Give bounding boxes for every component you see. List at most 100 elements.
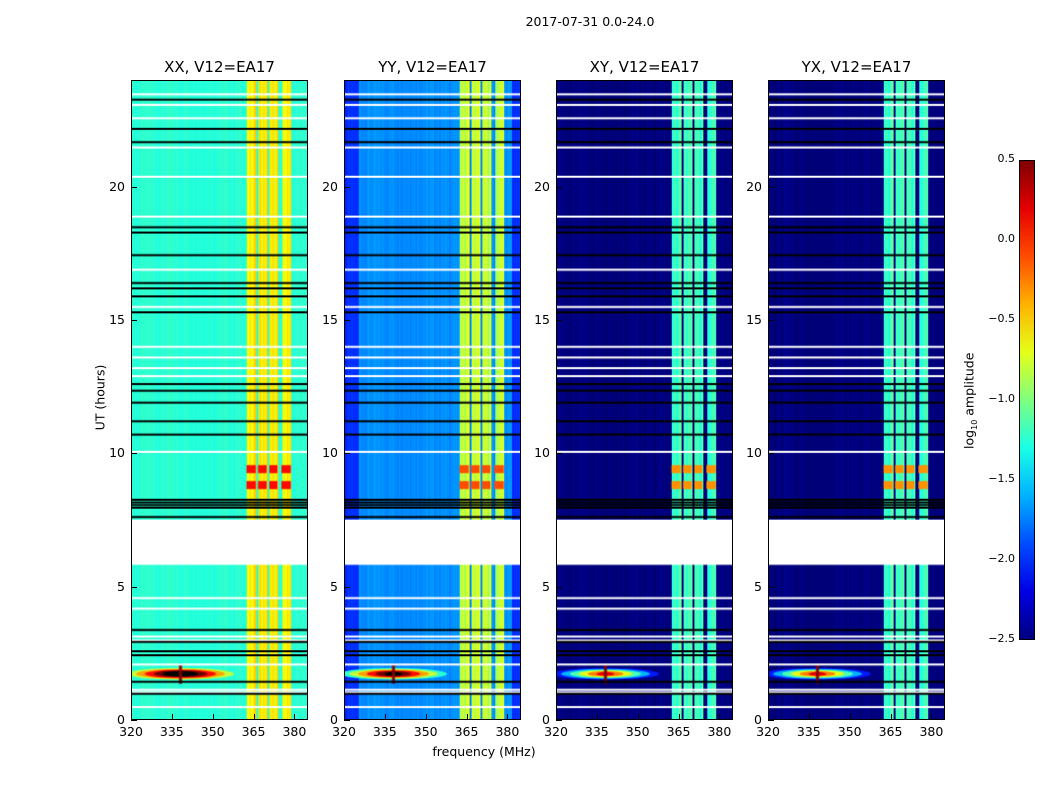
y-tick-label: 5 [754,578,762,594]
x-tick-label: 320 [332,724,356,739]
y-tick-mark [768,453,774,455]
x-tick-mark [253,714,255,720]
x-tick-label: 365 [878,724,903,739]
colorbar-tick-label: −2.5 [988,632,1015,645]
heatmap-xy [556,80,733,720]
x-tick-mark [384,714,386,720]
x-tick-label: 335 [372,724,397,739]
y-tick-label: 0 [330,712,338,727]
x-tick-mark [425,714,427,720]
y-tick-label: 5 [117,578,125,594]
y-tick-label: 15 [534,312,550,327]
y-tick-label: 10 [322,445,338,461]
y-tick-mark [344,453,350,455]
y-tick-label: 0 [117,712,125,727]
x-tick-mark [556,714,557,720]
y-tick-label: 0 [542,712,550,727]
x-tick-mark [890,714,892,720]
x-tick-label: 320 [119,724,143,739]
x-tick-label: 380 [707,724,732,739]
panel-title-yy: YY, V12=EA17 [378,58,487,76]
x-tick-mark [212,714,214,720]
x-tick-mark [637,714,639,720]
x-tick-label: 320 [756,724,780,739]
y-tick-label: 10 [109,445,125,461]
colorbar-tick-label: −0.5 [988,312,1015,325]
x-tick-label: 365 [454,724,479,739]
x-tick-mark [931,714,933,720]
x-tick-label: 365 [241,724,266,739]
x-tick-mark [719,714,721,720]
y-tick-mark [768,586,774,588]
heatmap-yx [768,80,945,720]
y-tick-mark [768,720,774,721]
x-tick-label: 350 [200,724,225,739]
y-tick-mark [768,186,774,188]
y-tick-label: 20 [109,178,125,194]
x-tick-label: 350 [413,724,438,739]
y-tick-label: 5 [542,578,550,594]
y-tick-label: 5 [330,578,338,594]
colorbar-tick-label: 0.0 [997,232,1016,245]
x-tick-label: 365 [666,724,691,739]
x-tick-mark [596,714,598,720]
y-tick-label: 20 [534,178,550,194]
x-tick-label: 380 [495,724,520,739]
x-tick-mark [171,714,173,720]
panel-title-yx: YX, V12=EA17 [801,58,912,76]
y-tick-mark [344,186,350,188]
y-tick-mark [344,586,350,588]
y-tick-label: 10 [746,445,762,461]
y-tick-mark [556,453,562,455]
x-tick-mark [768,714,769,720]
y-tick-mark [131,720,137,721]
figure-title: 2017-07-31 0.0-24.0 [525,14,655,29]
y-tick-mark [556,320,562,321]
y-tick-mark [131,586,137,588]
colorbar-tick-label: −1.0 [988,392,1015,405]
x-tick-mark [294,714,296,720]
x-tick-mark [131,714,132,720]
x-tick-mark [507,714,509,720]
y-axis-label: UT (hours) [92,364,108,431]
panel-title-xy: XY, V12=EA17 [589,58,700,76]
colorbar [1019,160,1035,640]
y-tick-mark [768,320,774,321]
x-tick-mark [344,714,345,720]
x-tick-mark [849,714,851,720]
y-tick-mark [131,320,137,321]
y-tick-mark [556,186,562,188]
y-tick-label: 10 [534,445,550,461]
y-tick-mark [556,586,562,588]
y-tick-mark [556,720,562,721]
x-axis-label: frequency (MHz) [432,744,536,759]
x-tick-label: 350 [837,724,862,739]
x-tick-mark [466,714,468,720]
x-tick-mark [678,714,680,720]
x-tick-label: 380 [282,724,307,739]
heatmap-yy [344,80,521,720]
colorbar-tick-label: −1.5 [988,472,1015,485]
colorbar-tick-label: −2.0 [988,552,1015,565]
colorbar-tick-label: 0.5 [997,152,1016,165]
x-tick-label: 335 [796,724,821,739]
y-tick-mark [131,186,137,188]
x-tick-label: 335 [584,724,609,739]
x-tick-label: 335 [159,724,184,739]
y-tick-label: 20 [746,178,762,194]
x-tick-mark [808,714,810,720]
panel-title-xx: XX, V12=EA17 [164,58,275,76]
y-tick-label: 20 [322,178,338,194]
y-tick-mark [344,720,350,721]
y-tick-label: 15 [109,312,125,327]
x-tick-label: 350 [625,724,650,739]
y-tick-label: 15 [322,312,338,327]
y-tick-label: 0 [754,712,762,727]
x-tick-label: 380 [919,724,944,739]
y-tick-label: 15 [746,312,762,327]
x-tick-label: 320 [544,724,568,739]
heatmap-xx [131,80,308,720]
y-tick-mark [344,320,350,321]
y-tick-mark [131,453,137,455]
